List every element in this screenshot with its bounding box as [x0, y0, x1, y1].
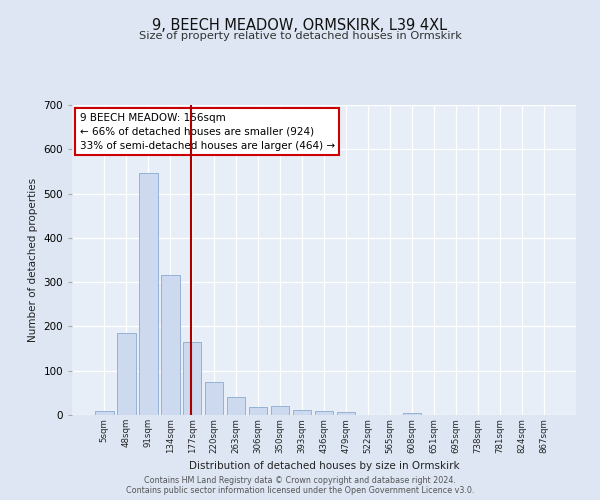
Bar — [271, 406, 289, 415]
Bar — [139, 173, 158, 415]
Text: Size of property relative to detached houses in Ormskirk: Size of property relative to detached ho… — [139, 31, 461, 41]
Text: Contains HM Land Registry data © Crown copyright and database right 2024.: Contains HM Land Registry data © Crown c… — [144, 476, 456, 485]
Y-axis label: Number of detached properties: Number of detached properties — [28, 178, 38, 342]
Bar — [337, 412, 355, 415]
Bar — [227, 398, 245, 415]
Bar — [95, 412, 113, 415]
Bar — [314, 410, 334, 415]
Bar — [249, 407, 268, 415]
Bar — [117, 332, 136, 415]
Bar — [293, 410, 311, 415]
X-axis label: Distribution of detached houses by size in Ormskirk: Distribution of detached houses by size … — [188, 461, 460, 471]
Bar — [403, 413, 421, 415]
Text: Contains public sector information licensed under the Open Government Licence v3: Contains public sector information licen… — [126, 486, 474, 495]
Bar — [183, 342, 202, 415]
Bar — [205, 382, 223, 415]
Text: 9 BEECH MEADOW: 156sqm
← 66% of detached houses are smaller (924)
33% of semi-de: 9 BEECH MEADOW: 156sqm ← 66% of detached… — [80, 113, 335, 151]
Text: 9, BEECH MEADOW, ORMSKIRK, L39 4XL: 9, BEECH MEADOW, ORMSKIRK, L39 4XL — [152, 18, 448, 32]
Bar — [161, 275, 179, 415]
